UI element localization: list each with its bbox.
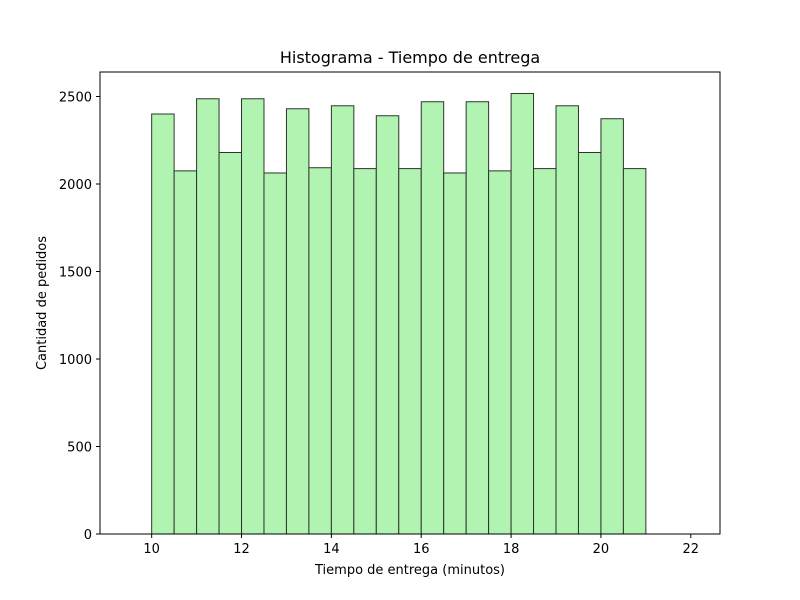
histogram-bars: [151, 93, 647, 535]
histogram-bar: [218, 152, 243, 535]
x-tick-label: 10: [143, 542, 160, 557]
y-tick-label: 0: [84, 528, 92, 543]
x-tick-label: 18: [503, 542, 520, 557]
histogram-bar: [241, 98, 265, 535]
histogram-bar: [577, 152, 602, 535]
x-axis-ticks: 10 12 14 16 18 20 22: [143, 534, 699, 557]
x-tick-label: 16: [413, 542, 430, 557]
y-tick-label: 2500: [59, 91, 92, 106]
x-tick-label: 12: [233, 542, 250, 557]
y-tick-label: 1500: [59, 266, 92, 281]
histogram-bar: [600, 118, 624, 535]
histogram-bar: [533, 168, 557, 535]
histogram-bar: [398, 168, 422, 535]
histogram-bar: [488, 170, 512, 535]
histogram-bar: [555, 105, 579, 535]
y-axis-label: Cantidad de pedidos: [35, 236, 50, 370]
histogram-bar: [173, 170, 198, 535]
histogram-bar: [308, 167, 332, 535]
y-tick-label: 2000: [59, 178, 92, 193]
histogram-bar: [465, 101, 490, 535]
histogram-bar: [622, 168, 647, 535]
histogram-bar: [510, 93, 535, 535]
histogram-bar: [353, 168, 377, 535]
histogram-bar: [375, 115, 400, 535]
x-axis-label: Tiempo de entrega (minutos): [314, 563, 505, 578]
histogram-bar: [330, 105, 355, 535]
y-tick-label: 500: [67, 441, 92, 456]
y-tick-label: 1000: [59, 353, 92, 368]
x-tick-label: 14: [323, 542, 340, 557]
histogram-bar: [151, 113, 175, 535]
histogram-bar: [285, 108, 310, 535]
x-tick-label: 20: [593, 542, 610, 557]
histogram-bar: [263, 172, 287, 535]
chart-title: Histograma - Tiempo de entrega: [280, 48, 540, 67]
histogram-bar: [443, 172, 467, 535]
histogram-bar: [196, 98, 220, 535]
x-tick-label: 22: [683, 542, 700, 557]
plot-area-frame: [99, 71, 721, 535]
histogram-bar: [420, 101, 445, 535]
y-axis-ticks: 0 500 1000 1500 2000 2500: [59, 91, 100, 543]
